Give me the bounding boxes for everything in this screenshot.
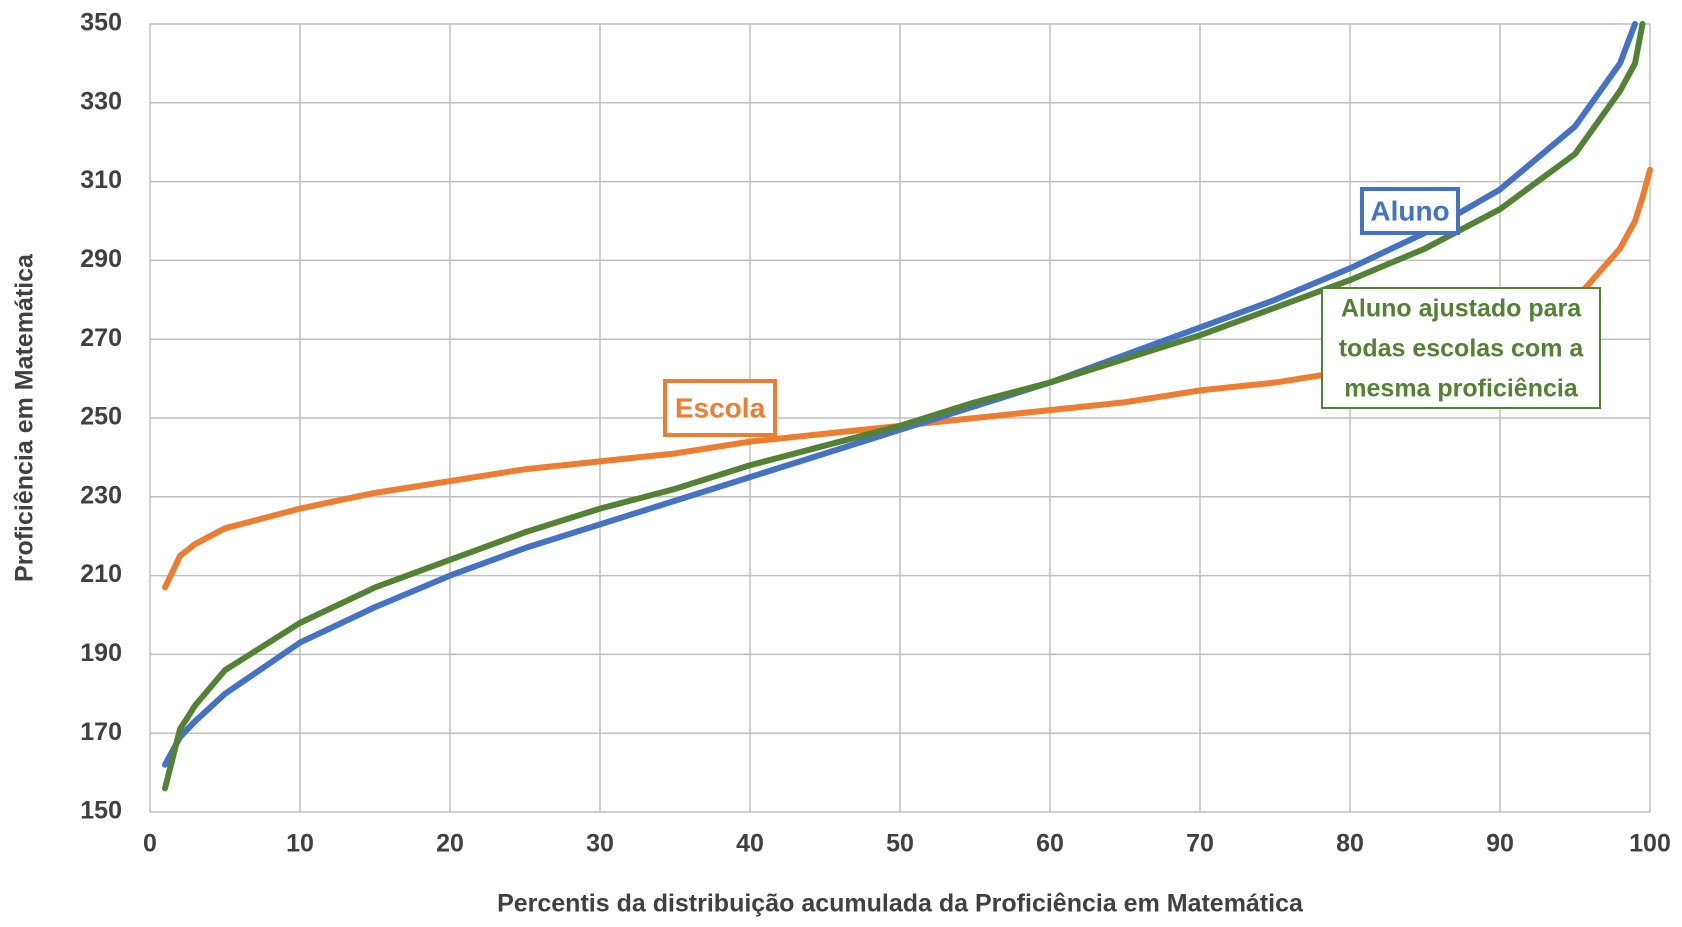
label-text: Aluno ajustado para xyxy=(1341,295,1582,323)
x-tick-label: 30 xyxy=(586,830,614,858)
y-tick-label: 150 xyxy=(80,797,122,825)
y-tick-label: 250 xyxy=(80,403,122,431)
y-tick-label: 190 xyxy=(80,639,122,667)
series-label: Aluno xyxy=(1360,187,1460,235)
label-text: todas escolas com a xyxy=(1339,335,1585,363)
x-axis-title: Percentis da distribuição acumulada da P… xyxy=(497,890,1304,918)
series-line xyxy=(162,21,1646,792)
x-tick-label: 90 xyxy=(1486,830,1514,858)
y-tick-label: 310 xyxy=(80,166,122,194)
y-tick-label: 210 xyxy=(80,560,122,588)
x-tick-label: 20 xyxy=(436,830,464,858)
y-tick-label: 350 xyxy=(80,9,122,37)
x-tick-label: 70 xyxy=(1186,830,1214,858)
series-label: Aluno ajustado para todas escolas com a me… xyxy=(1321,287,1601,409)
label-box xyxy=(1360,187,1460,235)
x-tick-label: 10 xyxy=(286,830,314,858)
y-tick-label: 270 xyxy=(80,324,122,352)
y-tick-label: 290 xyxy=(80,245,122,273)
label-text: mesma proficiência xyxy=(1344,375,1579,403)
y-tick-label: 330 xyxy=(80,87,122,115)
label-box xyxy=(663,379,777,437)
label-box xyxy=(1321,287,1601,409)
label-text: Aluno xyxy=(1370,195,1449,226)
x-tick-label: 0 xyxy=(143,830,157,858)
series-label: Escola xyxy=(663,379,777,437)
x-tick-label: 60 xyxy=(1036,830,1064,858)
y-axis-title: Proficiência em Matemática xyxy=(11,253,39,582)
x-tick-label: 50 xyxy=(886,830,914,858)
x-tick-label: 100 xyxy=(1629,830,1671,858)
x-tick-label: 40 xyxy=(736,830,764,858)
label-text: Escola xyxy=(675,392,766,423)
y-tick-label: 230 xyxy=(80,481,122,509)
y-tick-label: 170 xyxy=(80,718,122,746)
x-tick-label: 80 xyxy=(1336,830,1364,858)
